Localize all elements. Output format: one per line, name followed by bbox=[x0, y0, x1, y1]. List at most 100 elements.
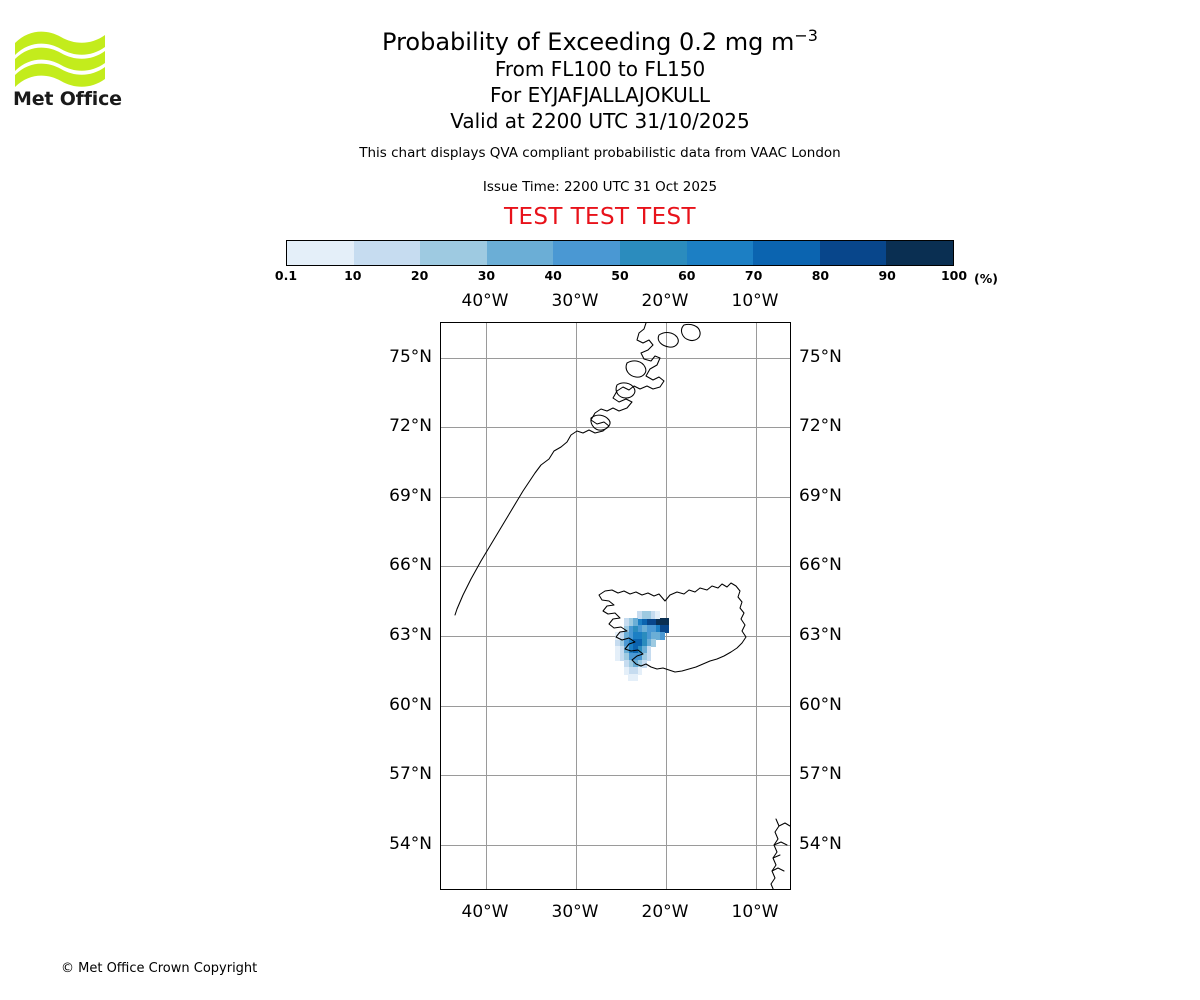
colorbar-tick-70: 70 bbox=[744, 268, 763, 283]
ash-probability-cell bbox=[650, 632, 656, 640]
ash-probability-cell bbox=[628, 625, 634, 633]
ash-probability-cell bbox=[655, 632, 661, 640]
ash-probability-cell bbox=[641, 646, 647, 654]
met-office-logo bbox=[13, 25, 108, 110]
ash-probability-cell bbox=[646, 639, 652, 647]
lat-label-left-66°N: 66°N bbox=[389, 555, 432, 576]
ash-probability-cell bbox=[637, 618, 643, 626]
gridline-lat-57N bbox=[441, 775, 790, 777]
colorbar-band-20-30 bbox=[420, 241, 487, 265]
colorbar-unit-label: (%) bbox=[974, 271, 998, 286]
ash-probability-cell bbox=[623, 639, 629, 647]
ash-probability-cell bbox=[614, 646, 620, 654]
colorbar-tick-80: 80 bbox=[811, 268, 830, 283]
colorbar-band-50-60 bbox=[619, 241, 687, 265]
lon-label-top-20°W: 20°W bbox=[641, 291, 689, 311]
lon-label-top-10°W: 10°W bbox=[731, 291, 779, 311]
ash-probability-cell bbox=[628, 632, 634, 640]
issue-time: Issue Time: 2200 UTC 31 Oct 2025 bbox=[482, 178, 718, 195]
ash-probability-cell bbox=[641, 653, 647, 661]
ash-probability-cell bbox=[659, 618, 665, 626]
subtitle-flight-levels: From FL100 to FL150 bbox=[494, 56, 706, 81]
lat-label-left-63°N: 63°N bbox=[389, 624, 432, 645]
colorbar-tick-90: 90 bbox=[878, 268, 896, 283]
lon-label-top-40°W: 40°W bbox=[461, 291, 509, 311]
ash-probability-cell bbox=[637, 660, 643, 668]
ash-probability-cell bbox=[628, 646, 634, 654]
ash-probability-cell bbox=[655, 618, 661, 626]
ash-probability-cell bbox=[637, 625, 643, 633]
ash-probability-cell bbox=[632, 632, 638, 640]
lon-label-bottom-10°W: 10°W bbox=[731, 902, 779, 922]
ash-probability-cell bbox=[641, 618, 647, 626]
lon-label-bottom-40°W: 40°W bbox=[461, 902, 509, 922]
gridline-lat-69N bbox=[441, 496, 790, 498]
colorbar-tick-40: 40 bbox=[544, 268, 562, 283]
gridline-lat-54N bbox=[441, 844, 790, 846]
ash-probability-cell bbox=[619, 632, 625, 640]
ash-probability-cell bbox=[641, 632, 647, 640]
colorbar-band-10-20 bbox=[353, 241, 421, 265]
colorbar-tick-30: 30 bbox=[477, 268, 496, 283]
gridline-lon-10W bbox=[756, 323, 757, 889]
lat-label-right-57°N: 57°N bbox=[799, 764, 842, 785]
ash-probability-cell bbox=[632, 625, 638, 633]
lat-label-right-63°N: 63°N bbox=[799, 624, 842, 645]
ash-probability-cell bbox=[655, 625, 661, 633]
colorbar-tick-50: 50 bbox=[611, 268, 629, 283]
ash-probability-cell bbox=[623, 653, 629, 661]
lon-label-bottom-20°W: 20°W bbox=[641, 902, 689, 922]
ash-probability-cell bbox=[637, 632, 643, 640]
title-exponent: −3 bbox=[794, 26, 818, 45]
colorbar-band-0.1-10 bbox=[287, 241, 354, 265]
ash-probability-cell bbox=[664, 618, 670, 626]
ash-probability-cell bbox=[659, 625, 665, 633]
colorbar-band-40-50 bbox=[553, 241, 620, 265]
lat-label-right-60°N: 60°N bbox=[799, 694, 842, 715]
gridline-lat-66N bbox=[441, 566, 790, 568]
lat-label-left-75°N: 75°N bbox=[389, 346, 432, 367]
ash-probability-cell bbox=[619, 646, 625, 654]
ash-probability-cell bbox=[655, 611, 661, 619]
ash-probability-cell bbox=[623, 666, 629, 675]
compliance-note: This chart displays QVA compliant probab… bbox=[359, 144, 841, 161]
lat-label-left-54°N: 54°N bbox=[389, 833, 432, 854]
colorbar-band-70-80 bbox=[753, 241, 820, 265]
colorbar-band-30-40 bbox=[486, 241, 554, 265]
colorbar-tick-10: 10 bbox=[344, 268, 362, 283]
gridline-lon-30W bbox=[576, 323, 577, 889]
ash-probability-cell bbox=[632, 673, 638, 682]
gridline-lat-60N bbox=[441, 705, 790, 707]
ash-probability-cell bbox=[637, 611, 643, 619]
lat-label-right-66°N: 66°N bbox=[799, 555, 842, 576]
ash-probability-cell bbox=[641, 611, 647, 619]
ash-probability-cell bbox=[623, 660, 629, 668]
colorbar-tick-0.1: 0.1 bbox=[274, 268, 298, 283]
ash-probability-cell bbox=[632, 666, 638, 675]
ash-probability-cell bbox=[659, 632, 665, 640]
ash-probability-cell bbox=[646, 618, 652, 626]
ash-probability-cell bbox=[641, 660, 647, 668]
ash-probability-cell bbox=[623, 632, 629, 640]
ash-probability-cell bbox=[619, 653, 625, 661]
ash-probability-cell bbox=[623, 618, 629, 626]
colorbar-band-80-90 bbox=[819, 241, 887, 265]
ash-probability-cell bbox=[646, 646, 652, 654]
lat-label-left-72°N: 72°N bbox=[389, 416, 432, 437]
ash-probability-cell bbox=[632, 639, 638, 647]
gridline-lon-20W bbox=[666, 323, 667, 889]
ash-probability-cell bbox=[650, 625, 656, 633]
ash-probability-cell bbox=[614, 639, 620, 647]
chart-header: Probability of Exceeding 0.2 mg m−3 From… bbox=[0, 0, 1200, 230]
ash-probability-cell bbox=[646, 632, 652, 640]
ash-probability-cell bbox=[650, 618, 656, 626]
ash-probability-cell bbox=[628, 666, 634, 675]
lon-label-top-30°W: 30°W bbox=[551, 291, 599, 311]
met-office-logo-text: Met Office bbox=[13, 88, 122, 110]
colorbar-tick-100: 100 bbox=[940, 268, 968, 283]
ash-probability-cell bbox=[641, 625, 647, 633]
title-text: Probability of Exceeding 0.2 mg m bbox=[382, 28, 795, 56]
ash-probability-cell bbox=[632, 618, 638, 626]
lon-label-bottom-30°W: 30°W bbox=[551, 902, 599, 922]
colorbar-bands bbox=[286, 240, 954, 266]
